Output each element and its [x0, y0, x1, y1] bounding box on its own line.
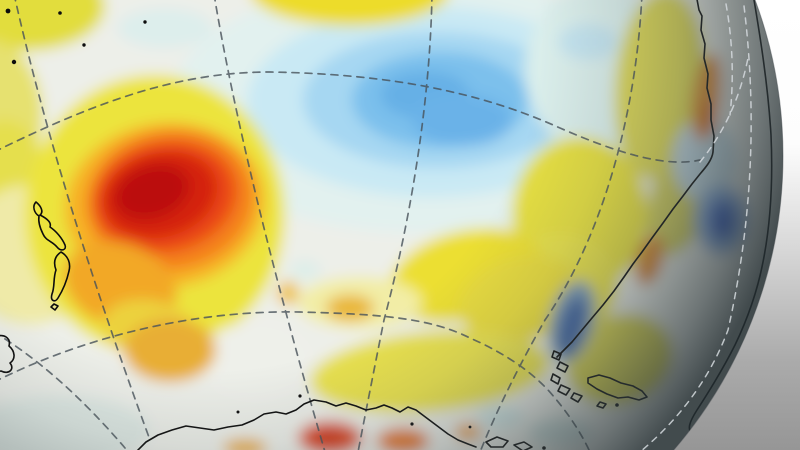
graticule-limb-arc-2: [725, 3, 733, 116]
graticule-limb-arc-1: [699, 57, 749, 163]
globe-limb: [673, 0, 784, 450]
graticule-light: [639, 3, 752, 450]
graticule-limb-arc-0: [639, 5, 752, 450]
